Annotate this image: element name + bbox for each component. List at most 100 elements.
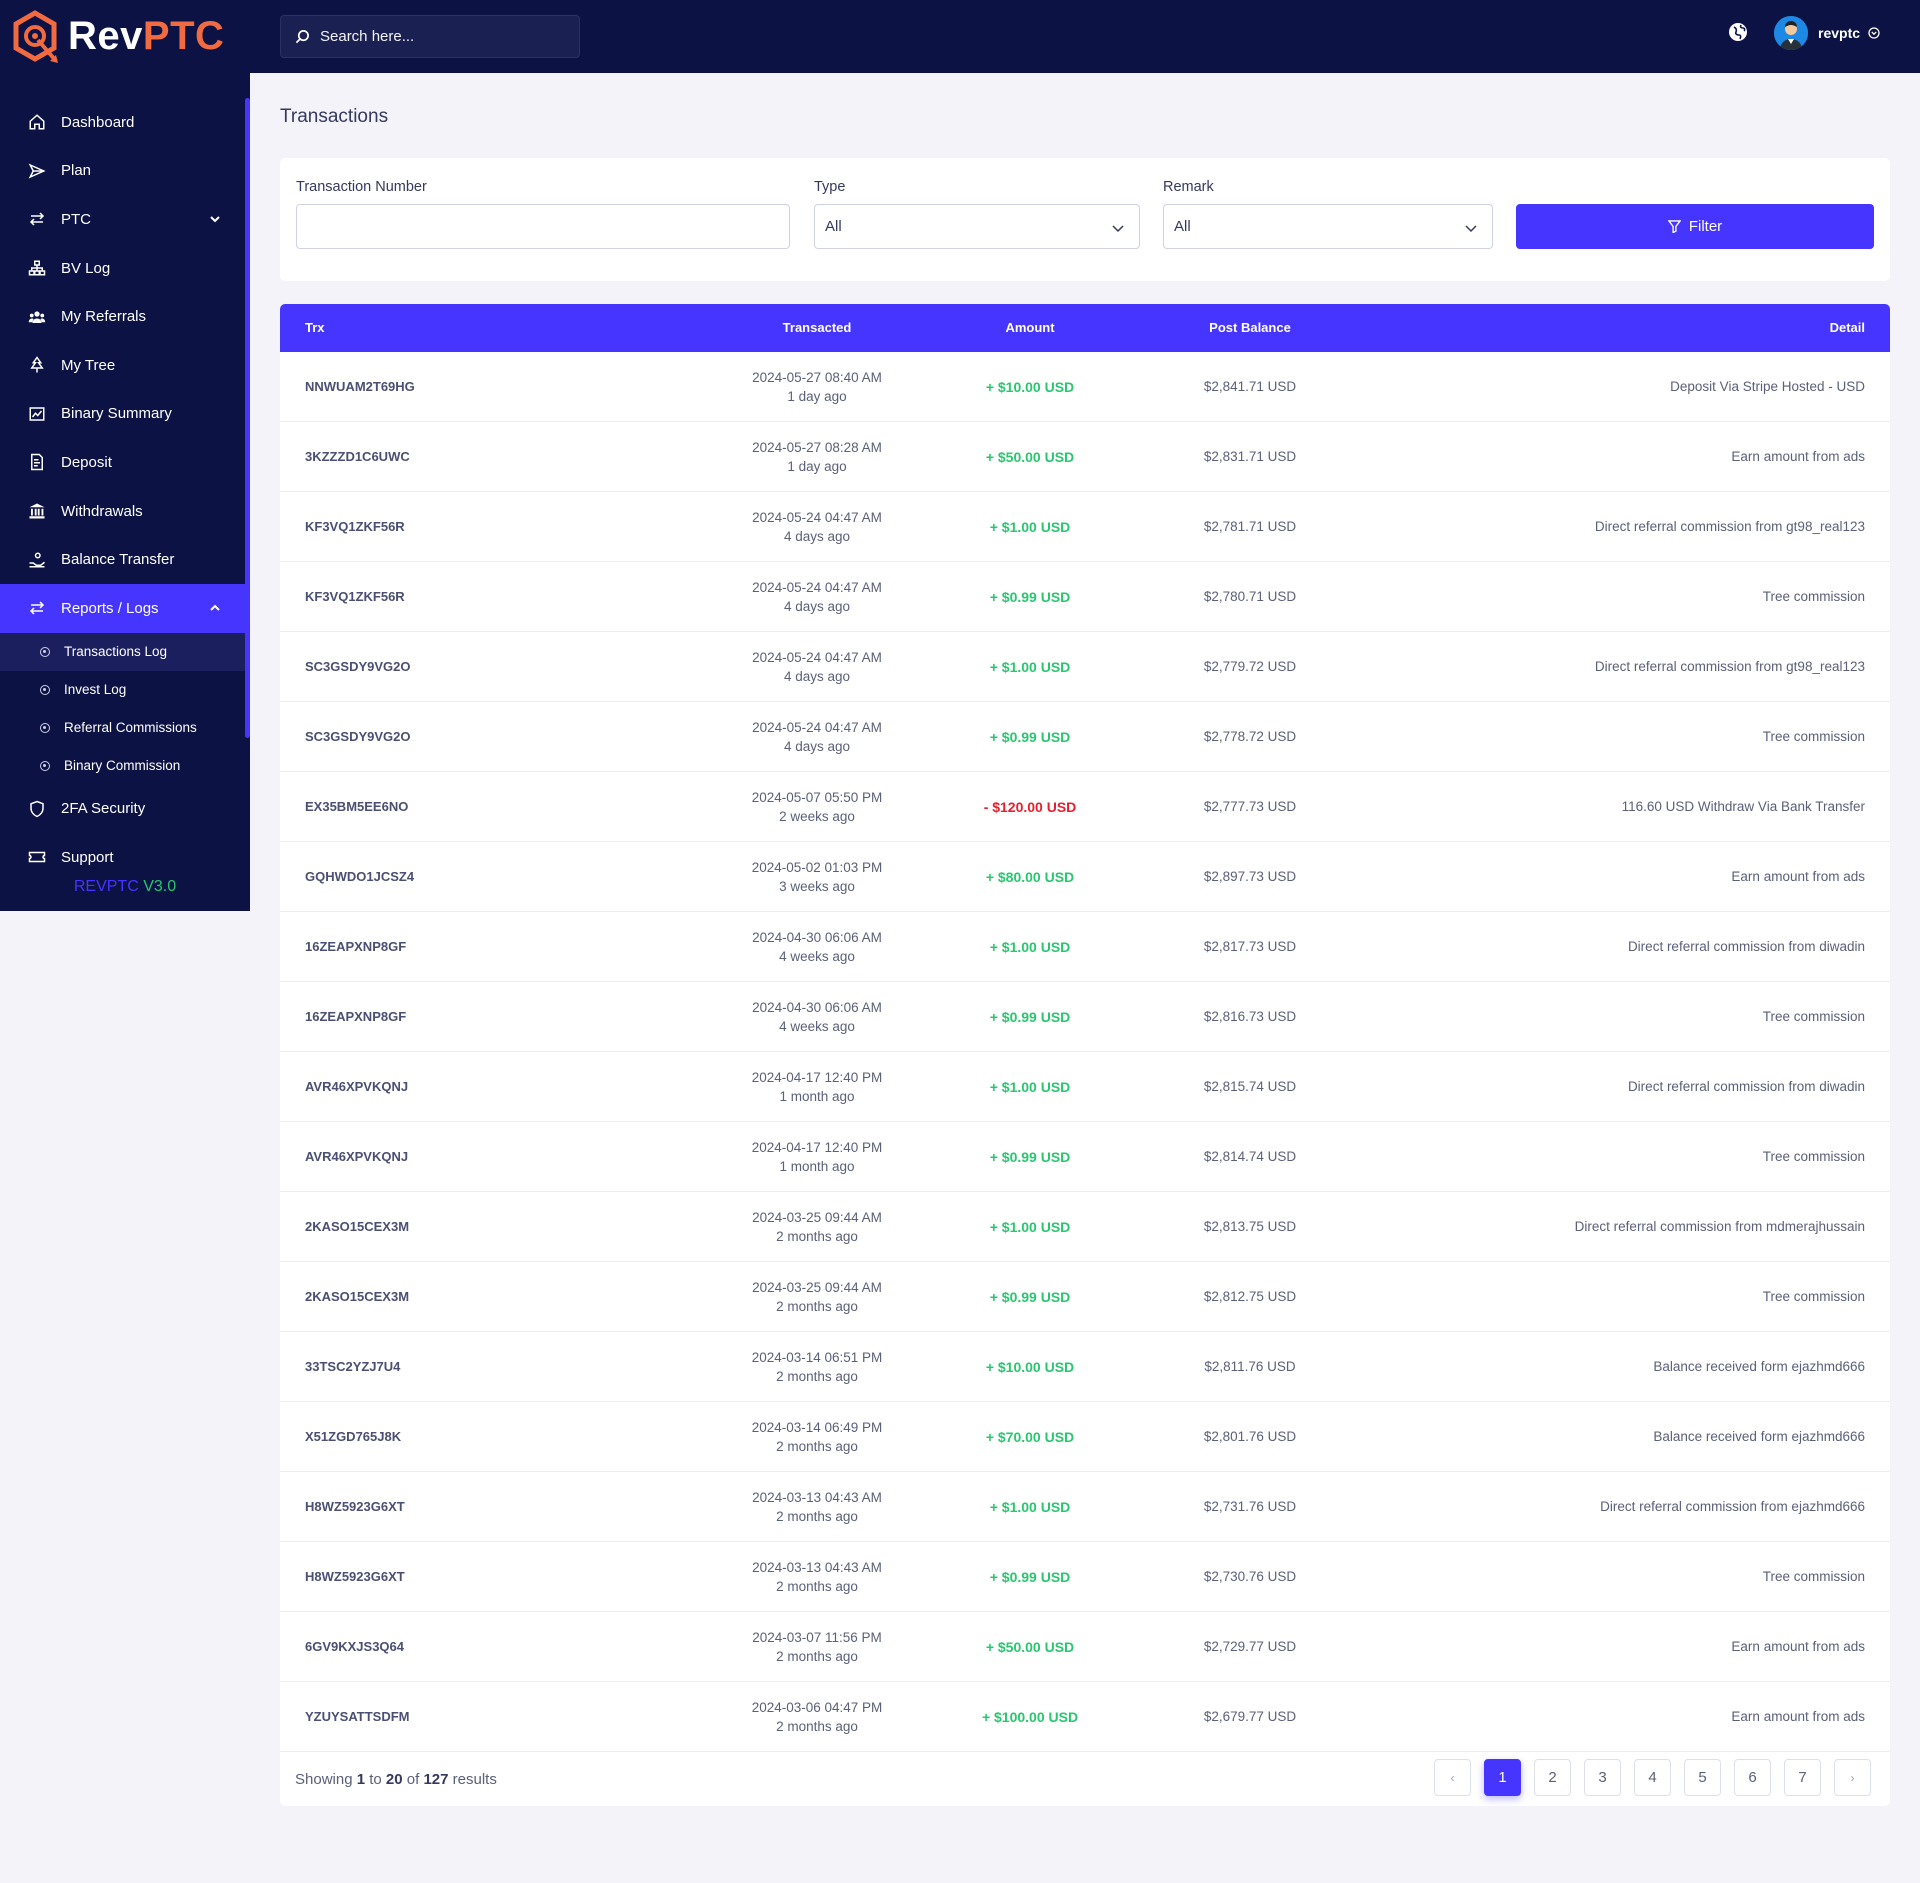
detail: Tree commission — [1762, 1569, 1865, 1584]
sidebar-item-deposit[interactable]: Deposit — [0, 438, 245, 487]
submenu-item-transactions-log[interactable]: Transactions Log — [0, 632, 245, 671]
table-row: H8WZ5923G6XT 2024-03-13 04:43 AM 2 months … — [280, 1472, 1890, 1542]
pagination: ‹ 1 2 3 4 5 6 7 › — [1421, 1759, 1871, 1796]
sidebar-item-bv-log[interactable]: BV Log — [0, 244, 245, 293]
detail: Direct referral commission from gt98_rea… — [1594, 519, 1865, 534]
exchange-icon — [28, 599, 46, 617]
trx-id: KF3VQ1ZKF56R — [305, 589, 405, 604]
submenu-item-label: Binary Commission — [64, 758, 181, 774]
sidebar: RevPTC Dashboard Plan PTC BV Log My Refe… — [0, 0, 250, 911]
page-button[interactable]: 4 — [1634, 1759, 1671, 1796]
transacted-time: 2024-03-14 06:49 PM 2 months ago — [676, 1418, 958, 1456]
sidebar-scrollbar[interactable] — [245, 98, 250, 738]
transacted-time: 2024-03-14 06:51 PM 2 months ago — [676, 1348, 958, 1386]
trx-id: H8WZ5923G6XT — [305, 1569, 405, 1584]
submenu-item-binary-commission[interactable]: Binary Commission — [0, 747, 245, 785]
table-row: AVR46XPVKQNJ 2024-04-17 12:40 PM 1 month a… — [280, 1122, 1890, 1192]
trx-number-input[interactable] — [296, 204, 790, 249]
sidebar-item-my-referrals[interactable]: My Referrals — [0, 292, 245, 341]
type-select[interactable]: All — [814, 204, 1140, 249]
amount: + $1.00 USD — [989, 519, 1071, 535]
brand-name: RevPTC — [68, 14, 225, 58]
trx-id: 2KASO15CEX3M — [305, 1219, 410, 1234]
sidebar-item-label: PTC — [61, 210, 91, 228]
prev-page-button[interactable]: ‹ — [1434, 1759, 1471, 1796]
sidebar-item-ptc[interactable]: PTC — [0, 195, 245, 244]
page-button[interactable]: 3 — [1584, 1759, 1621, 1796]
post-balance: $2,812.75 USD — [1203, 1289, 1297, 1304]
transacted-date: 2024-03-06 04:47 PM — [751, 1700, 883, 1715]
trx-id: 3KZZZD1C6UWC — [305, 449, 410, 464]
file-dollar-icon — [28, 453, 46, 471]
table-row: NNWUAM2T69HG 2024-05-27 08:40 AM 1 day ago… — [280, 352, 1890, 422]
transacted-ago: 1 day ago — [787, 459, 847, 474]
table-row: 16ZEAPXNP8GF 2024-04-30 06:06 AM 4 weeks a… — [280, 982, 1890, 1052]
trx-id: 16ZEAPXNP8GF — [305, 1009, 407, 1024]
amount: + $1.00 USD — [989, 659, 1071, 675]
sidebar-item-balance-transfer[interactable]: Balance Transfer — [0, 535, 245, 584]
avatar — [1774, 16, 1808, 50]
brand-logo[interactable]: RevPTC — [0, 0, 250, 73]
remark-select[interactable]: All — [1163, 204, 1493, 249]
sidebar-item-binary-summary[interactable]: Binary Summary — [0, 390, 245, 439]
table-row: KF3VQ1ZKF56R 2024-05-24 04:47 AM 4 days ag… — [280, 492, 1890, 562]
sidebar-item-support[interactable]: Support — [0, 833, 245, 882]
table-row: YZUYSATTSDFM 2024-03-06 04:47 PM 2 months … — [280, 1682, 1890, 1752]
table-row: 3KZZZD1C6UWC 2024-05-27 08:28 AM 1 day ago… — [280, 422, 1890, 492]
submenu-item-invest-log[interactable]: Invest Log — [0, 671, 245, 709]
post-balance: $2,801.76 USD — [1203, 1429, 1297, 1444]
transacted-date: 2024-03-13 04:43 AM — [752, 1490, 882, 1505]
sidebar-item-reports-logs[interactable]: Reports / Logs — [0, 583, 245, 633]
transacted-time: 2024-03-25 09:44 AM 2 months ago — [676, 1208, 958, 1246]
detail: Direct referral commission from mdmerajh… — [1574, 1219, 1865, 1234]
search-box[interactable] — [280, 15, 580, 58]
sidebar-item-2fa-security[interactable]: 2FA Security — [0, 785, 245, 834]
sidebar-item-plan[interactable]: Plan — [0, 147, 245, 196]
trx-id: X51ZGD765J8K — [305, 1429, 402, 1444]
sidebar-item-my-tree[interactable]: My Tree — [0, 341, 245, 390]
exchange-icon — [28, 210, 46, 228]
chevron-up-icon — [210, 604, 220, 611]
transacted-time: 2024-04-30 06:06 AM 4 weeks ago — [676, 928, 958, 966]
search-input[interactable] — [320, 28, 560, 45]
language-globe-icon[interactable] — [1728, 22, 1748, 42]
filter-button[interactable]: Filter — [1516, 204, 1874, 249]
type-label: Type — [814, 179, 846, 195]
sidebar-nav: Dashboard Plan PTC BV Log My Referrals M… — [0, 98, 245, 882]
transacted-ago: 4 days ago — [783, 529, 851, 544]
detail: Balance received form ejazhmd666 — [1653, 1429, 1865, 1444]
transacted-date: 2024-05-07 05:50 PM — [751, 790, 883, 805]
submenu-item-referral-commissions[interactable]: Referral Commissions — [0, 709, 245, 747]
transacted-time: 2024-04-17 12:40 PM 1 month ago — [676, 1068, 958, 1106]
transacted-time: 2024-05-24 04:47 AM 4 days ago — [676, 508, 958, 546]
table-row: X51ZGD765J8K 2024-03-14 06:49 PM 2 months … — [280, 1402, 1890, 1472]
home-icon — [28, 113, 46, 131]
page-button[interactable]: 6 — [1734, 1759, 1771, 1796]
circle-dot-icon — [40, 760, 50, 771]
detail: Direct referral commission from diwadin — [1627, 939, 1865, 954]
trx-number-label: Transaction Number — [296, 179, 427, 195]
sidebar-item-label: My Tree — [61, 356, 116, 374]
table-row: EX35BM5EE6NO 2024-05-07 05:50 PM 2 weeks a… — [280, 772, 1890, 842]
transacted-time: 2024-05-24 04:47 AM 4 days ago — [676, 648, 958, 686]
amount: + $0.99 USD — [989, 1009, 1071, 1025]
next-page-button[interactable]: › — [1834, 1759, 1871, 1796]
page-button[interactable]: 7 — [1784, 1759, 1821, 1796]
user-menu[interactable]: revptc — [1774, 16, 1880, 50]
trx-id: 6GV9KXJS3Q64 — [305, 1639, 405, 1654]
trx-id: KF3VQ1ZKF56R — [305, 519, 405, 534]
sidebar-item-withdrawals[interactable]: Withdrawals — [0, 487, 245, 536]
filter-card: Transaction Number Type All Remark All F… — [280, 158, 1890, 281]
amount: + $1.00 USD — [989, 1499, 1071, 1515]
page-button[interactable]: 2 — [1534, 1759, 1571, 1796]
circle-dot-icon — [40, 646, 50, 657]
page-button[interactable]: 1 — [1484, 1759, 1521, 1796]
post-balance: $2,813.75 USD — [1203, 1219, 1297, 1234]
chevron-down-icon — [1112, 225, 1124, 233]
sidebar-item-label: Balance Transfer — [61, 551, 175, 569]
page-button[interactable]: 5 — [1684, 1759, 1721, 1796]
transacted-time: 2024-03-25 09:44 AM 2 months ago — [676, 1278, 958, 1316]
sidebar-item-dashboard[interactable]: Dashboard — [0, 98, 245, 147]
circle-dot-icon — [40, 722, 50, 733]
trx-id: H8WZ5923G6XT — [305, 1499, 405, 1514]
